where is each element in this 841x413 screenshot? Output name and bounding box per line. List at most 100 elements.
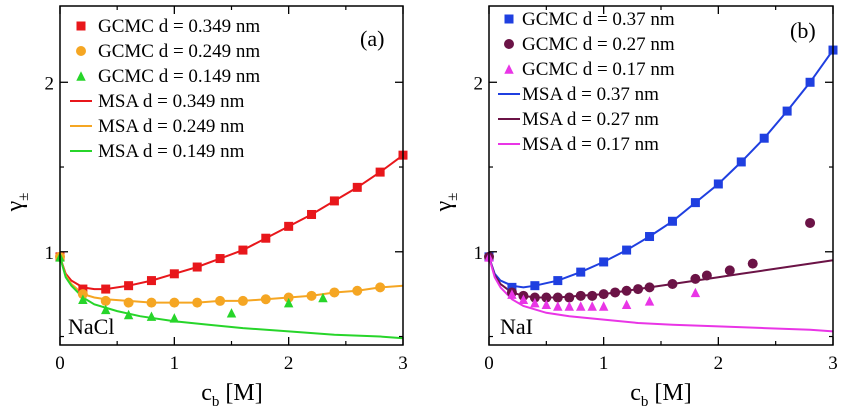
legend: GCMC d = 0.349 nm GCMC d = 0.249 nm GCMC d…: [70, 16, 260, 162]
x-tick-label: 0: [484, 353, 494, 374]
panel-tag: (b): [790, 18, 816, 43]
x-axis-title-unit: [M]: [219, 380, 262, 406]
x-axis-title: cb [M]: [630, 380, 691, 410]
data-point: [575, 290, 586, 301]
legend-entry: GCMC d = 0.349 nm: [98, 16, 260, 37]
y-axis-title: γ±: [2, 193, 32, 213]
data-point: [226, 308, 237, 318]
series-points-2: [484, 252, 701, 311]
legend-entry: GCMC d = 0.17 nm: [522, 59, 675, 80]
data-point: [529, 292, 540, 303]
data-point: [329, 287, 340, 298]
legend-marker-swatch: [504, 39, 514, 49]
y-tick-label: 1: [45, 243, 55, 264]
data-point: [564, 301, 574, 311]
data-point: [541, 292, 552, 303]
x-tick-label: 1: [170, 353, 180, 374]
data-point: [541, 299, 552, 310]
data-point: [724, 265, 735, 276]
data-point: [283, 297, 294, 308]
legend-entry: GCMC d = 0.37 nm: [522, 9, 675, 30]
data-point: [667, 278, 678, 289]
data-point: [518, 294, 529, 304]
x-axis-title-subscript: b: [641, 394, 649, 410]
data-point: [283, 292, 294, 303]
data-point: [782, 106, 792, 116]
data-point: [690, 273, 701, 284]
series-line-5: [59, 256, 404, 340]
data-point: [146, 311, 157, 321]
data-point: [261, 233, 271, 243]
y-axis-title: γ±: [431, 193, 461, 213]
series-line-4: [59, 256, 404, 304]
data-point: [192, 262, 202, 272]
y-axis-title-subscript: ±: [445, 193, 461, 201]
data-point: [329, 196, 339, 206]
data-point: [507, 289, 517, 299]
data-point: [587, 301, 597, 311]
series-points-0: [484, 45, 838, 292]
data-point: [553, 301, 563, 311]
data-point: [169, 313, 180, 323]
data-point: [375, 282, 386, 293]
y-tick-label: 1: [474, 243, 484, 264]
data-point: [576, 301, 586, 311]
x-tick-label: 2: [714, 353, 724, 374]
plot-area: [484, 45, 838, 333]
x-tick-label: 3: [398, 353, 408, 374]
data-point: [260, 294, 271, 305]
y-tick-label: 2: [474, 73, 484, 94]
data-point: [599, 257, 609, 267]
data-point: [215, 295, 226, 306]
legend-marker-swatch: [504, 64, 514, 74]
data-point: [352, 182, 362, 192]
series-line-5: [488, 256, 834, 333]
legend-entry: MSA d = 0.149 nm: [98, 141, 245, 162]
data-point: [621, 299, 632, 310]
y-axis-title-subscript: ±: [16, 193, 32, 201]
data-point: [564, 292, 575, 303]
panel-tag: (a): [360, 26, 384, 51]
legend-entry: MSA d = 0.349 nm: [98, 91, 245, 112]
data-point: [552, 292, 563, 303]
legend-entry: MSA d = 0.249 nm: [98, 116, 245, 137]
data-point: [100, 295, 111, 306]
legend-marker-swatch: [76, 71, 86, 81]
data-point: [101, 304, 111, 315]
series-points-0: [55, 150, 408, 294]
x-axis-title: cb [M]: [201, 380, 262, 410]
data-point: [530, 297, 540, 308]
data-point: [805, 217, 816, 228]
data-point: [690, 287, 701, 298]
data-point: [736, 157, 746, 167]
series-points-1: [484, 217, 816, 303]
data-point: [306, 290, 317, 301]
salt-label: NaI: [500, 314, 533, 339]
data-point: [284, 221, 294, 231]
data-point: [101, 284, 111, 294]
data-point: [610, 287, 621, 298]
data-point: [530, 281, 540, 291]
data-point: [307, 209, 317, 219]
data-point: [507, 282, 517, 292]
data-point: [375, 167, 385, 177]
data-point: [238, 245, 248, 255]
series-line-4: [488, 256, 834, 299]
data-point: [587, 290, 598, 301]
data-point: [713, 179, 723, 189]
x-tick-label: 1: [599, 353, 609, 374]
legend-marker-swatch: [76, 46, 86, 56]
x-tick-label: 0: [55, 353, 65, 374]
legend-entry: GCMC d = 0.27 nm: [522, 34, 675, 55]
plot-area: [55, 150, 408, 340]
legend-entry: GCMC d = 0.149 nm: [98, 66, 260, 87]
legend-entry: MSA d = 0.37 nm: [522, 84, 659, 105]
legend-marker-swatch: [504, 14, 514, 24]
data-point: [146, 297, 157, 308]
data-point: [759, 133, 769, 143]
data-point: [215, 254, 225, 264]
data-point: [123, 309, 134, 320]
